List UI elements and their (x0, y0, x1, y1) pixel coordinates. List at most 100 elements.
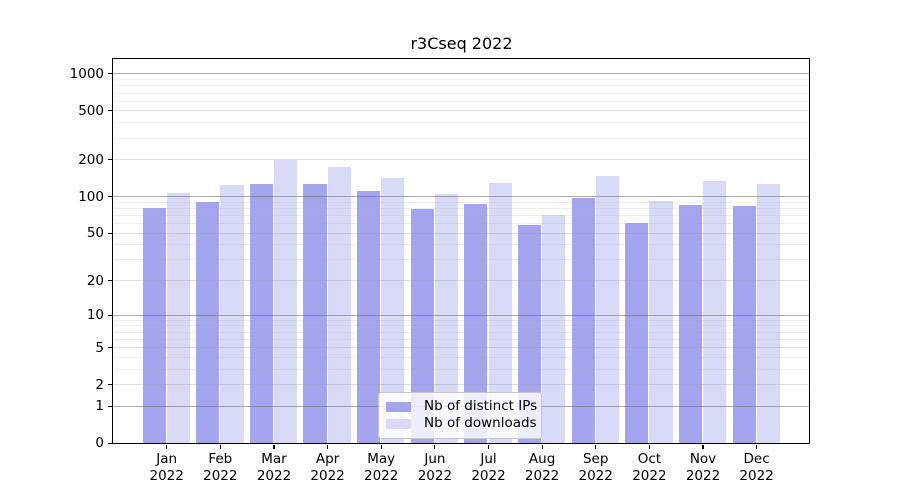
x-tick-label: Apr 2022 (310, 451, 345, 484)
y-tick-label: 50 (86, 225, 104, 242)
y-tick-label: 200 (78, 151, 104, 168)
bar-distinct-ips (249, 183, 273, 443)
gridline (113, 347, 809, 348)
bar-distinct-ips (732, 205, 756, 443)
bar-distinct-ips (571, 198, 595, 443)
x-tick-mark (595, 445, 597, 449)
x-tick-mark (327, 445, 329, 449)
y-tick-label: 5 (95, 339, 104, 356)
bar-distinct-ips (196, 202, 220, 443)
y-tick-mark (108, 232, 112, 234)
legend-label-distinct-ips: Nb of distinct IPs (424, 398, 538, 414)
bar-distinct-ips (410, 208, 434, 443)
y-tick-mark (108, 196, 112, 198)
legend-item-distinct-ips: Nb of distinct IPs (386, 398, 537, 415)
x-tick-label: Oct 2022 (632, 451, 667, 484)
legend: Nb of distinct IPs Nb of downloads (378, 392, 542, 439)
bar-downloads (220, 184, 244, 443)
x-tick-label: Nov 2022 (685, 451, 721, 484)
gridline (113, 159, 809, 161)
gridline (113, 232, 809, 234)
x-tick-mark (434, 445, 436, 449)
y-tick-label: 10 (86, 307, 104, 324)
bar-downloads (595, 175, 619, 443)
bar-downloads (649, 201, 673, 443)
gridline (113, 244, 809, 246)
x-tick-label: Jan 2022 (149, 451, 184, 484)
y-tick-label: 20 (86, 272, 104, 289)
y-tick-label: 1000 (69, 65, 104, 82)
gridline (113, 214, 809, 216)
gridline (113, 92, 809, 94)
x-tick-mark (648, 445, 650, 449)
x-tick-mark (702, 445, 704, 449)
y-tick-mark (108, 314, 112, 316)
legend-item-downloads: Nb of downloads (386, 415, 537, 432)
bar-distinct-ips (625, 223, 649, 443)
bar-downloads (327, 167, 351, 443)
x-tick-mark (541, 445, 543, 449)
gridline (113, 201, 809, 203)
y-tick-label: 0 (95, 435, 104, 452)
x-tick-mark (219, 445, 221, 449)
bar-downloads (274, 160, 298, 443)
y-tick-mark (108, 73, 112, 75)
bar-downloads (756, 183, 780, 443)
y-tick-label: 1 (95, 398, 104, 415)
gridline (113, 110, 809, 112)
bar-downloads (166, 193, 190, 443)
bar-downloads (703, 181, 727, 443)
gridline (113, 331, 809, 333)
y-tick-mark (108, 384, 112, 386)
y-tick-mark (108, 405, 112, 407)
gridline (113, 196, 809, 198)
bar-distinct-ips (142, 208, 166, 443)
gridline (113, 280, 809, 281)
bar-distinct-ips (464, 204, 488, 443)
x-tick-label: Jun 2022 (417, 451, 453, 484)
gridline (113, 122, 809, 124)
gridline (113, 137, 809, 139)
x-tick-mark (380, 445, 382, 449)
x-tick-label: Sep 2022 (578, 451, 613, 484)
x-tick-mark (166, 445, 168, 449)
y-tick-label: 2 (95, 376, 104, 393)
gridline (113, 259, 809, 261)
gridline (113, 223, 809, 224)
x-tick-label: Jul 2022 (471, 451, 506, 484)
legend-label-downloads: Nb of downloads (424, 415, 537, 431)
gridline (113, 207, 809, 209)
gridline (113, 384, 809, 386)
y-tick-mark (108, 346, 112, 349)
gridline (113, 100, 809, 102)
bar-distinct-ips (357, 190, 381, 443)
x-tick-mark (273, 445, 275, 449)
gridline (113, 85, 809, 87)
bar-downloads (488, 182, 512, 443)
bar-downloads (434, 193, 459, 443)
bar-distinct-ips (678, 204, 702, 443)
gridline (113, 368, 809, 370)
bar-distinct-ips (303, 184, 327, 443)
bar-downloads (381, 178, 405, 443)
y-tick-mark (108, 279, 112, 282)
x-tick-label: May 2022 (364, 451, 399, 484)
y-tick-mark (108, 442, 112, 444)
bar-distinct-ips (518, 225, 542, 443)
gridline (113, 314, 809, 316)
x-tick-label: Feb 2022 (203, 451, 238, 484)
gridline (113, 79, 809, 81)
plot-area (112, 58, 810, 444)
legend-swatch-distinct-ips (386, 401, 411, 412)
y-tick-label: 500 (78, 102, 104, 119)
gridline (113, 338, 809, 340)
y-tick-label: 100 (78, 188, 104, 205)
x-tick-label: Mar 2022 (256, 451, 292, 484)
x-tick-mark (487, 445, 490, 449)
gridline (113, 325, 809, 327)
gridline (113, 319, 809, 321)
gridline (113, 73, 809, 75)
x-tick-label: Dec 2022 (739, 451, 774, 484)
y-tick-mark (108, 159, 112, 161)
legend-swatch-downloads (386, 418, 411, 429)
